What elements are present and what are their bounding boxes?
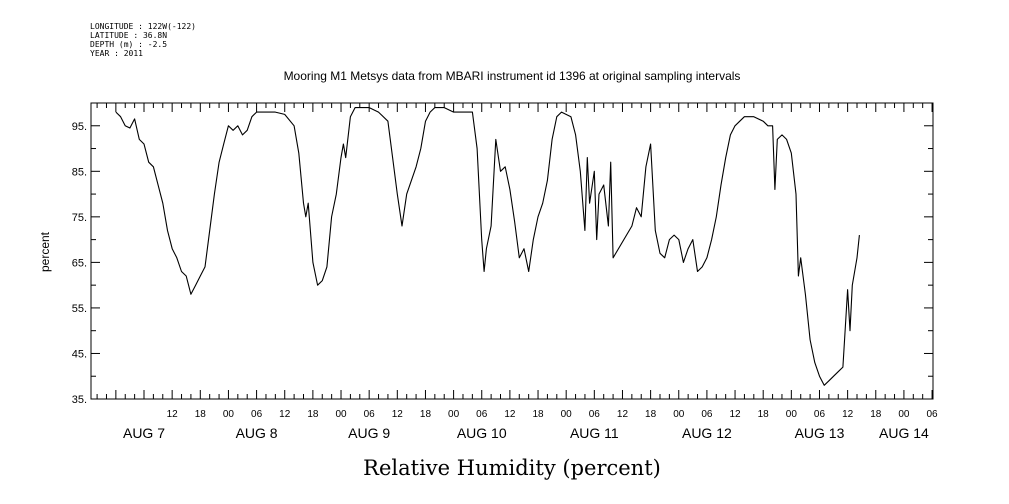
x-hour-label: 00 xyxy=(561,409,573,420)
x-hour-label: 18 xyxy=(758,409,770,420)
x-hour-label: 06 xyxy=(364,409,376,420)
x-hour-label: 12 xyxy=(392,409,404,420)
series-line xyxy=(115,107,860,386)
x-hour-label: 12 xyxy=(617,409,629,420)
meta-line-longitude: LONGITUDE : 122W(-122) xyxy=(90,22,196,31)
plot-frame xyxy=(90,102,934,400)
x-day-label: AUG 14 xyxy=(879,425,929,441)
x-hour-label: 06 xyxy=(926,409,938,420)
x-axis: 12 18 00 06 12 18 00 06 12 18 00 06 12 18 00 06 12 18 00 06… xyxy=(96,103,938,441)
x-hour-label: 06 xyxy=(589,409,601,420)
x-hour-label: 00 xyxy=(673,409,685,420)
x-hour-label: 12 xyxy=(167,409,179,420)
x-hour-label: 00 xyxy=(448,409,460,420)
x-day-label: AUG 10 xyxy=(457,425,507,441)
x-day-label: AUG 9 xyxy=(348,425,390,441)
x-hour-label: 12 xyxy=(504,409,516,420)
x-hour-label: 18 xyxy=(532,409,544,420)
x-hour-label: 00 xyxy=(898,409,910,420)
x-hour-label: 06 xyxy=(701,409,713,420)
x-hour-label: 06 xyxy=(251,409,263,420)
data-series xyxy=(115,107,860,386)
x-day-label: AUG 11 xyxy=(570,425,619,441)
x-day-label: AUG 12 xyxy=(682,425,732,441)
x-hour-label: 18 xyxy=(307,409,319,420)
x-hour-label: 12 xyxy=(729,409,741,420)
x-hour-label: 12 xyxy=(842,409,854,420)
x-hour-label: 06 xyxy=(476,409,488,420)
x-hour-label: 06 xyxy=(814,409,826,420)
y-tick-label: 55. xyxy=(72,303,87,315)
header-meta: LONGITUDE : 122W(-122) LATITUDE : 36.8N … xyxy=(90,22,196,58)
x-hour-label: 18 xyxy=(195,409,207,420)
x-day-label: AUG 8 xyxy=(236,425,278,441)
y-axis: 35. 45. 55. 65. 75. 85. 95. xyxy=(72,102,933,406)
meta-line-latitude: LATITUDE : 36.8N xyxy=(90,31,167,40)
y-tick-label: 85. xyxy=(72,166,87,178)
x-hour-label: 18 xyxy=(420,409,432,420)
x-hour-label: 12 xyxy=(279,409,291,420)
chart-title: Mooring M1 Metsys data from MBARI instru… xyxy=(284,69,741,83)
x-hour-label: 18 xyxy=(645,409,657,420)
y-tick-label: 65. xyxy=(72,257,87,269)
y-tick-label: 45. xyxy=(72,348,87,360)
y-tick-label: 75. xyxy=(72,212,87,224)
y-tick-label: 35. xyxy=(72,394,87,406)
y-axis-label: percent xyxy=(38,231,52,272)
y-tick-label: 95. xyxy=(72,121,87,133)
x-axis-label: Relative Humidity (percent) xyxy=(363,456,661,480)
x-hour-label: 00 xyxy=(786,409,798,420)
meta-line-year: YEAR : 2011 xyxy=(90,49,143,58)
x-hour-label: 18 xyxy=(870,409,882,420)
x-hour-label: 00 xyxy=(223,409,235,420)
x-day-label: AUG 13 xyxy=(795,425,845,441)
meta-line-depth: DEPTH (m) : -2.5 xyxy=(90,40,167,49)
x-day-label: AUG 7 xyxy=(123,425,165,441)
x-hour-label: 00 xyxy=(335,409,347,420)
